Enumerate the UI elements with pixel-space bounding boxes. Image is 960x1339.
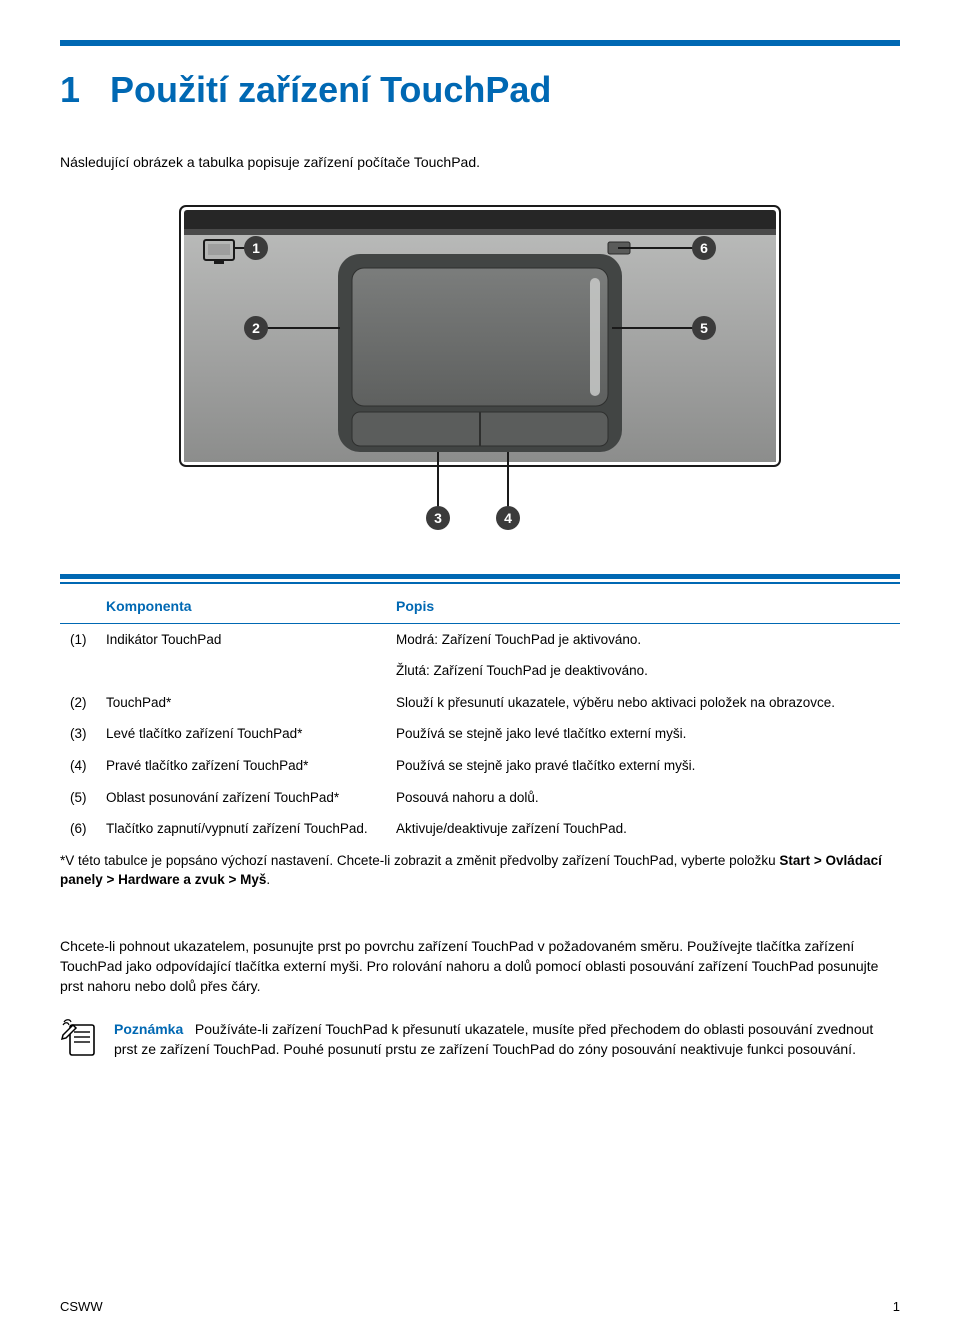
table-row: Žlutá: Zařízení TouchPad je deaktivováno… <box>60 655 900 687</box>
table-row: (2)TouchPad*Slouží k přesunutí ukazatele… <box>60 687 900 719</box>
row-num: (4) <box>60 750 106 782</box>
table-sub-rule <box>60 582 900 584</box>
th-component: Komponenta <box>106 590 396 622</box>
footer-left: CSWW <box>60 1298 103 1317</box>
touchpad-diagram: 1 2 3 4 5 6 <box>160 198 800 538</box>
chapter-title: 1 Použití zařízení TouchPad <box>60 64 900 116</box>
note-body: Používáte-li zařízení TouchPad k přesunu… <box>114 1021 873 1057</box>
row-desc2: Žlutá: Zařízení TouchPad je deaktivováno… <box>396 655 900 687</box>
table-row: (5)Oblast posunování zařízení TouchPad*P… <box>60 782 900 814</box>
table-top-rule <box>60 574 900 579</box>
row-num: (1) <box>60 623 106 655</box>
row-num: (2) <box>60 687 106 719</box>
footnote-pre: *V této tabulce je popsáno výchozí nasta… <box>60 853 779 868</box>
th-description: Popis <box>396 590 900 622</box>
note-block: Poznámka Používáte-li zařízení TouchPad … <box>60 1019 900 1064</box>
table-row: (4)Pravé tlačítko zařízení TouchPad*Použ… <box>60 750 900 782</box>
page-footer: CSWW 1 <box>60 1298 900 1317</box>
row-num: (6) <box>60 813 106 845</box>
row-desc: Používá se stejně jako pravé tlačítko ex… <box>396 750 900 782</box>
row-name: TouchPad* <box>106 687 396 719</box>
svg-text:1: 1 <box>252 240 260 256</box>
row-desc: Aktivuje/deaktivuje zařízení TouchPad. <box>396 813 900 845</box>
row-num: (3) <box>60 718 106 750</box>
row-name: Pravé tlačítko zařízení TouchPad* <box>106 750 396 782</box>
footnote-post: . <box>266 872 270 887</box>
table-row: (3)Levé tlačítko zařízení TouchPad*Použí… <box>60 718 900 750</box>
table-row: (1)Indikátor TouchPadModrá: Zařízení Tou… <box>60 623 900 655</box>
svg-text:6: 6 <box>700 240 708 256</box>
body-paragraph: Chcete-li pohnout ukazatelem, posunujte … <box>60 936 900 997</box>
chapter-number: 1 <box>60 69 80 110</box>
row-name: Levé tlačítko zařízení TouchPad* <box>106 718 396 750</box>
row-name: Tlačítko zapnutí/vypnutí zařízení TouchP… <box>106 813 396 845</box>
row-num: (5) <box>60 782 106 814</box>
intro-paragraph: Následující obrázek a tabulka popisuje z… <box>60 152 900 172</box>
components-table: Komponenta Popis (1)Indikátor TouchPadMo… <box>60 574 900 895</box>
row-name: Indikátor TouchPad <box>106 623 396 655</box>
row-desc: Posouvá nahoru a dolů. <box>396 782 900 814</box>
row-desc: Slouží k přesunutí ukazatele, výběru neb… <box>396 687 900 719</box>
note-text: Poznámka Používáte-li zařízení TouchPad … <box>114 1019 900 1060</box>
table-row: (6)Tlačítko zapnutí/vypnutí zařízení Tou… <box>60 813 900 845</box>
svg-text:3: 3 <box>434 510 442 526</box>
footer-right: 1 <box>893 1298 900 1317</box>
row-desc: Používá se stejně jako levé tlačítko ext… <box>396 718 900 750</box>
row-desc: Modrá: Zařízení TouchPad je aktivováno. <box>396 623 900 655</box>
note-icon <box>60 1019 100 1064</box>
th-blank <box>60 590 106 622</box>
svg-text:4: 4 <box>504 510 512 526</box>
chapter-top-rule <box>60 40 900 46</box>
table-footnote: *V této tabulce je popsáno výchozí nasta… <box>60 845 900 896</box>
chapter-title-text: Použití zařízení TouchPad <box>110 69 551 110</box>
svg-text:2: 2 <box>252 320 260 336</box>
svg-text:5: 5 <box>700 320 708 336</box>
row-name: Oblast posunování zařízení TouchPad* <box>106 782 396 814</box>
note-label: Poznámka <box>114 1021 183 1037</box>
